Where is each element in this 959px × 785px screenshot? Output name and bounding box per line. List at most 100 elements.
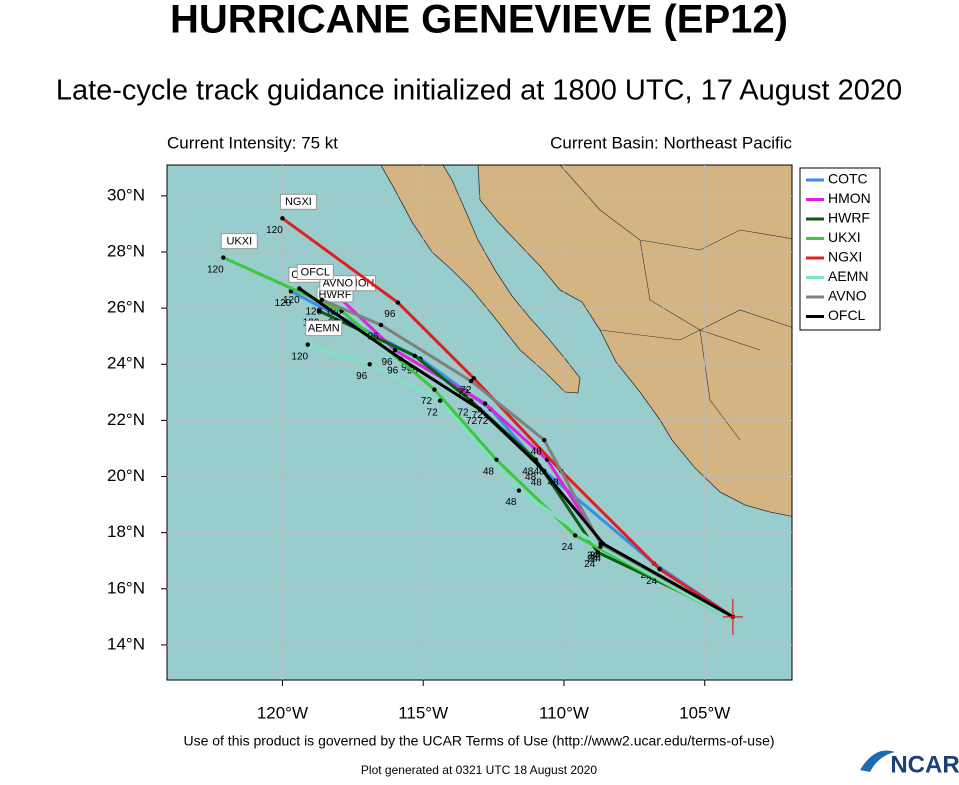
hour-label: 96 <box>367 332 379 343</box>
hour-label: 72 <box>466 416 478 427</box>
chart-title: HURRICANE GENEVIEVE (EP12) <box>170 0 788 42</box>
y-tick-label: 26°N <box>107 298 145 317</box>
track-point <box>378 322 384 328</box>
track-label: UKXI <box>226 236 252 248</box>
hour-label: 24 <box>646 576 658 587</box>
track-point <box>482 401 488 406</box>
track-label-box <box>296 263 334 280</box>
legend-label: COTC <box>828 171 868 187</box>
track-label: HWRF <box>319 289 352 301</box>
track <box>281 217 734 619</box>
footer: Use of this product is governed by the U… <box>183 733 774 749</box>
track-point <box>573 533 578 538</box>
y-tick-label: 18°N <box>107 522 145 541</box>
plot-frame <box>166 164 793 681</box>
track <box>222 256 734 621</box>
x-tick-label: 120°W <box>257 703 308 722</box>
hour-label: 48 <box>505 497 517 508</box>
track-point <box>367 362 372 367</box>
track-point <box>395 300 401 305</box>
track-point <box>398 356 403 361</box>
track-point <box>221 255 226 260</box>
logo: NCAR <box>890 751 959 778</box>
hour-label: 72 <box>477 416 489 427</box>
track-point <box>280 216 285 221</box>
legend-label: AVNO <box>828 288 867 304</box>
intensity: Current Intensity: 75 kt <box>167 133 338 152</box>
legend-label: AEMN <box>828 268 868 284</box>
track-point <box>305 342 310 347</box>
hour-label: 72 <box>460 385 472 396</box>
x-tick-label: 110°W <box>539 703 589 722</box>
y-tick-label: 30°N <box>107 185 145 204</box>
hour-label: 24 <box>590 551 602 562</box>
hour-label: 96 <box>381 357 393 368</box>
hour-label: 48 <box>525 472 537 483</box>
hour-label: 96 <box>387 365 399 376</box>
land <box>380 165 792 517</box>
hour-label: 24 <box>590 553 602 564</box>
hour-label: 24 <box>587 551 599 562</box>
track-point <box>542 437 547 443</box>
track-point <box>601 541 606 547</box>
hour-label: 96 <box>384 309 396 320</box>
track-point <box>319 297 325 302</box>
logo-mark <box>860 750 895 772</box>
track-label-box <box>220 233 258 250</box>
hour-label: 96 <box>356 371 368 382</box>
track-point <box>477 406 482 412</box>
chart-subtitle: Late-cycle track guidance initialized at… <box>56 75 902 107</box>
hour-label: 72 <box>457 407 469 418</box>
hour-label: 24 <box>587 553 599 564</box>
y-tick-label: 16°N <box>107 578 145 597</box>
legend <box>799 167 881 331</box>
hour-label: 120 <box>275 298 292 309</box>
track <box>298 287 734 619</box>
hour-label: 48 <box>483 466 495 477</box>
hour-label: 48 <box>531 447 543 458</box>
track-point <box>471 376 477 381</box>
y-tick-label: 24°N <box>107 354 145 373</box>
plot: 24487296120COTC24487296120HMON2448729612… <box>167 165 792 680</box>
generated: Plot generated at 0321 UTC 18 August 202… <box>361 763 597 777</box>
track-point <box>316 308 322 314</box>
hour-label: 120 <box>283 295 300 306</box>
track-point <box>536 463 541 468</box>
track-point <box>432 387 437 392</box>
track-point <box>392 348 398 353</box>
hour-label: 72 <box>472 410 484 421</box>
hour-label: 72 <box>421 396 433 407</box>
track-point <box>595 550 600 555</box>
y-tick-label: 20°N <box>107 466 145 485</box>
legend-label: HWRF <box>828 210 870 226</box>
hour-label: 72 <box>457 388 469 399</box>
legend-label: HMON <box>828 190 871 206</box>
track-point <box>494 457 499 462</box>
hour-label: 120 <box>291 351 308 362</box>
track-point <box>468 378 474 384</box>
basin: Current Basin: Northeast Pacific <box>550 133 792 152</box>
x-tick-label: 115°W <box>398 703 448 722</box>
hour-label: 120 <box>266 225 283 236</box>
track-label-box <box>305 320 343 337</box>
track-point <box>516 488 522 493</box>
y-tick-label: 14°N <box>107 634 145 653</box>
track-point <box>437 398 443 403</box>
hour-label: 24 <box>562 542 574 553</box>
hour-label: 120 <box>207 264 224 275</box>
y-tick-label: 28°N <box>107 241 145 260</box>
track-point <box>412 353 417 359</box>
legend-label: UKXI <box>828 229 861 245</box>
hour-label: 48 <box>534 466 546 477</box>
hour-label: 24 <box>584 559 596 570</box>
y-tick-label: 22°N <box>107 410 145 429</box>
track-label: OFCL <box>301 266 330 278</box>
x-tick-label: 105°W <box>679 703 730 722</box>
hour-label: 48 <box>531 478 543 489</box>
legend-label: NGXI <box>828 249 862 265</box>
track-label: AVNO <box>323 278 354 290</box>
track-label: AEMN <box>308 323 340 335</box>
track-label: NGXI <box>285 196 312 208</box>
legend-label: OFCL <box>828 307 866 323</box>
